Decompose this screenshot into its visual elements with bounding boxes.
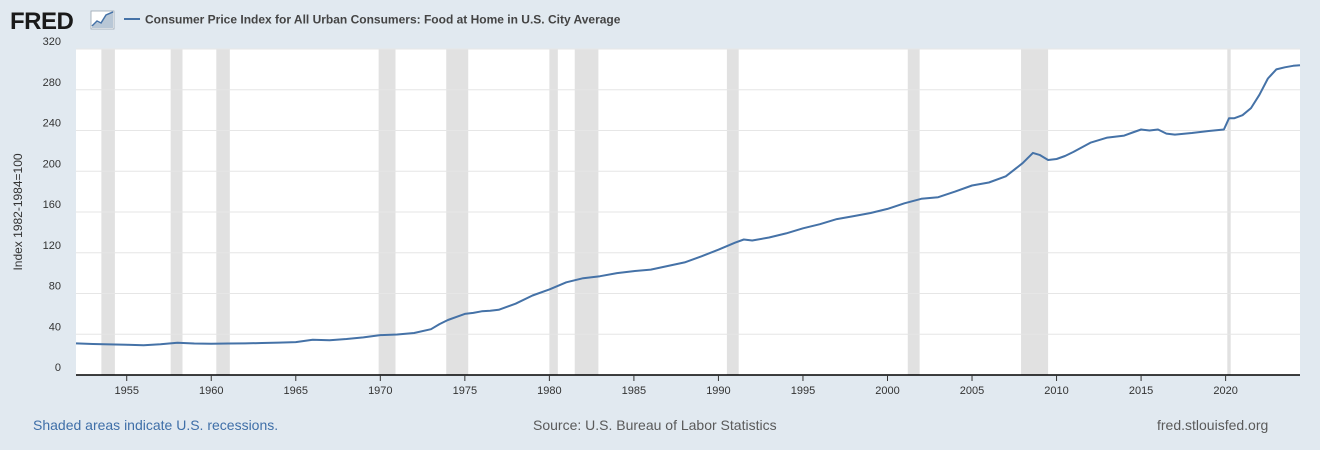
y-tick-label-0: 0 — [55, 362, 61, 374]
y-tick-label-80: 80 — [49, 281, 61, 293]
source-text: Source: U.S. Bureau of Labor Statistics — [533, 417, 777, 433]
x-tick-label-1995: 1995 — [791, 385, 815, 397]
fred-site-link[interactable]: fred.stlouisfed.org — [1157, 417, 1268, 433]
series-line-0 — [75, 64, 1301, 347]
y-tick-label-40: 40 — [49, 321, 61, 333]
y-tick-label-200: 200 — [43, 158, 61, 170]
y-tick-label-240: 240 — [43, 118, 61, 130]
x-tick-label-1985: 1985 — [622, 385, 646, 397]
fred-logo-graph-icon — [90, 10, 115, 30]
x-tick-label-1980: 1980 — [537, 385, 561, 397]
legend[interactable]: Consumer Price Index for All Urban Consu… — [124, 13, 621, 27]
x-tick-label-1955: 1955 — [114, 385, 138, 397]
x-tick-label-1960: 1960 — [199, 385, 223, 397]
y-tick-label-320: 320 — [43, 36, 61, 48]
x-tick-label-1975: 1975 — [453, 385, 477, 397]
x-tick-label-1990: 1990 — [706, 385, 730, 397]
fred-logo[interactable]: FRED — [10, 8, 115, 35]
y-axis-title: Index 1982-1984=100 — [11, 153, 25, 270]
y-tick-label-120: 120 — [43, 240, 61, 252]
x-tick-label-1965: 1965 — [284, 385, 308, 397]
x-tick-label-1970: 1970 — [368, 385, 392, 397]
x-tick-label-2015: 2015 — [1129, 385, 1153, 397]
x-tick-label-2000: 2000 — [875, 385, 899, 397]
grid-lines — [76, 48, 1300, 335]
x-tick-label-2010: 2010 — [1044, 385, 1068, 397]
x-axis-ticks: 1955 1960 1965 1970 1975 1980 1985 1990 1995 2000… — [114, 375, 1238, 397]
y-axis-ticks: 0 40 80 120 160 200 240 280 320 — [43, 36, 61, 374]
x-tick-label-2005: 2005 — [960, 385, 984, 397]
recessions-note-link[interactable]: Shaded areas indicate U.S. recessions. — [33, 417, 278, 433]
y-tick-label-160: 160 — [43, 199, 61, 211]
x-tick-label-2020: 2020 — [1213, 385, 1237, 397]
legend-label: Consumer Price Index for All Urban Consu… — [145, 13, 621, 27]
fred-logo-text: FRED — [10, 8, 74, 35]
series-layer — [75, 64, 1301, 347]
y-tick-label-280: 280 — [43, 77, 61, 89]
